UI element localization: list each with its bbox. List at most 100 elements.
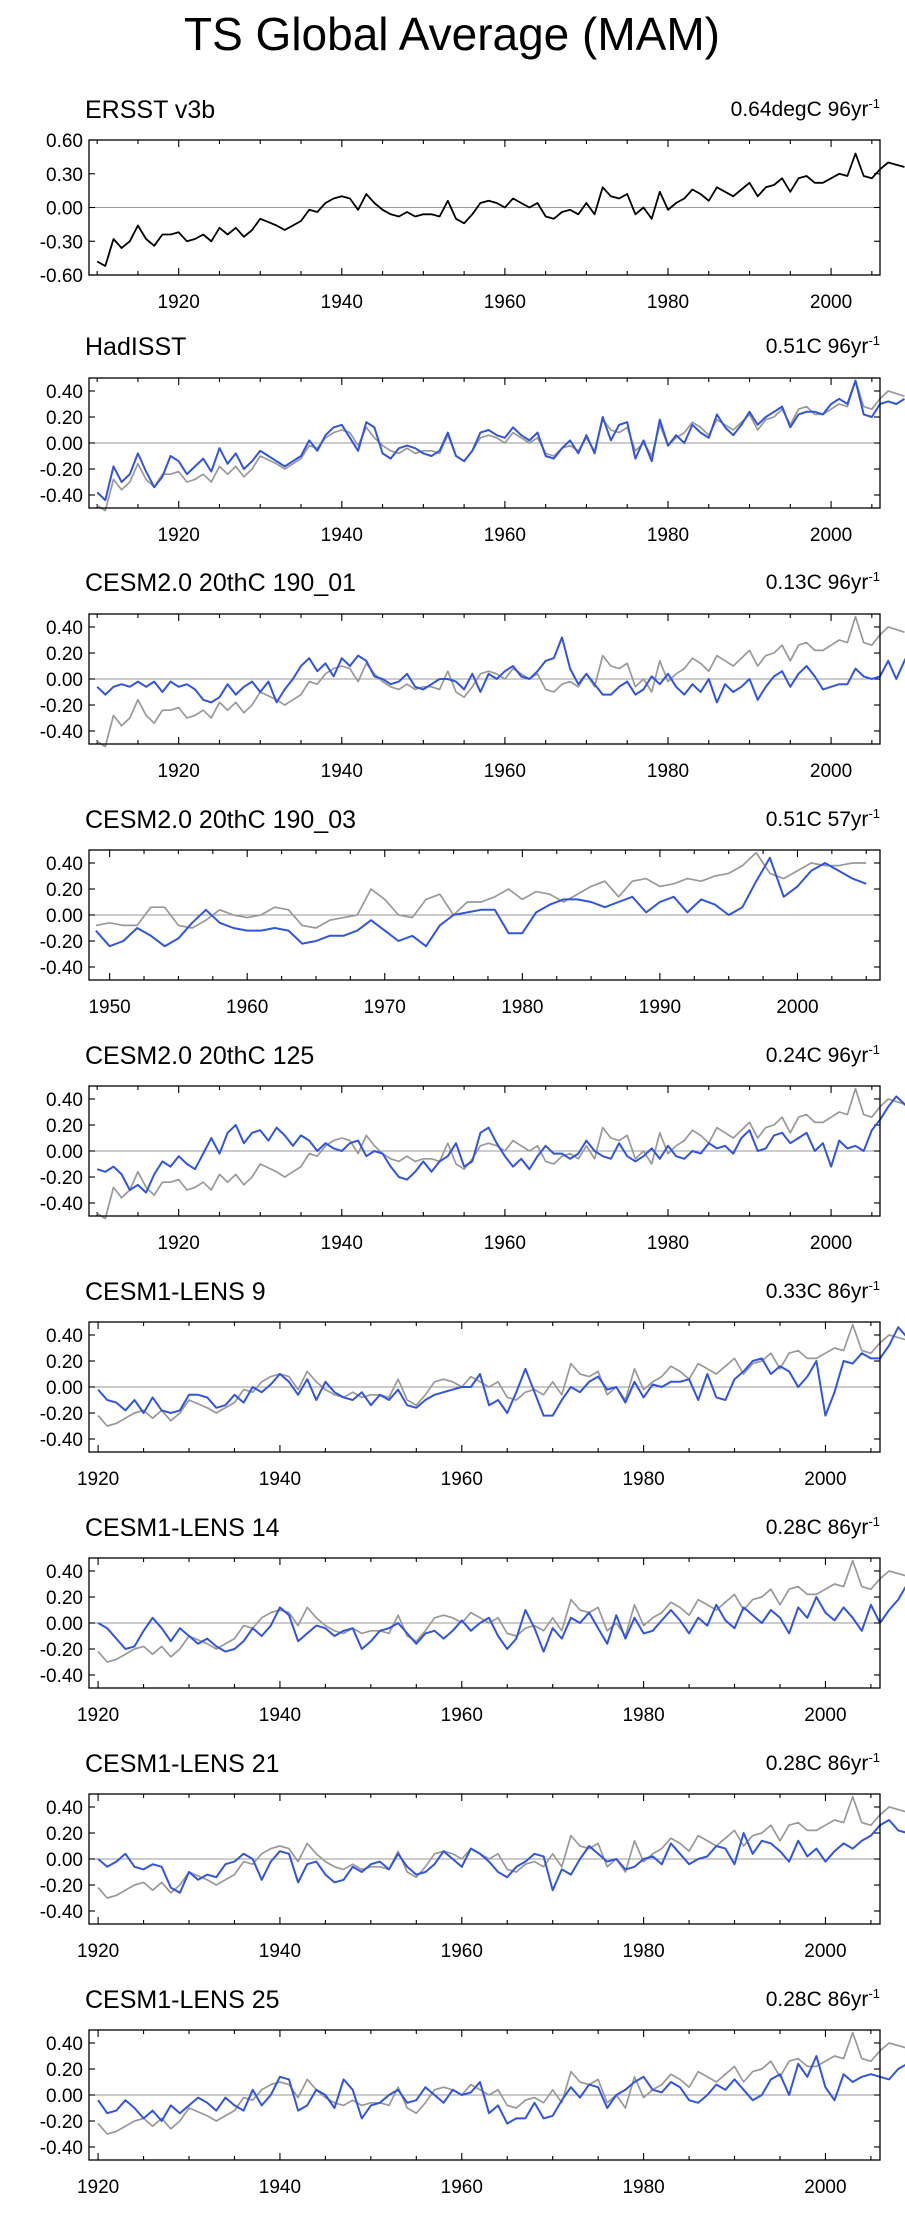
panel-4: CESM2.0 20thC 190_03 0.51C 57yr-1 -0.40 -0.… bbox=[40, 806, 881, 1018]
y-tick-label: -0.40 bbox=[40, 486, 83, 507]
panel-1: ERSST v3b 0.64degC 96yr-1 -0.60 -0.30 0.00 0.… bbox=[40, 96, 905, 313]
series-line-model bbox=[96, 1095, 905, 1194]
panel-2: HadISST 0.51C 96yr-1 -0.40 -0.20 0.00 0.20 0.4… bbox=[40, 333, 905, 546]
x-tick-label: 1980 bbox=[622, 1941, 664, 1962]
y-tick-label: -0.60 bbox=[40, 266, 83, 287]
series-line-model bbox=[97, 1819, 905, 1894]
y-tick-label: 0.00 bbox=[46, 2086, 83, 2107]
y-tick-label: -0.20 bbox=[40, 1640, 83, 1661]
series-line-model bbox=[96, 379, 905, 502]
panel-title: CESM1-LENS 21 bbox=[85, 1750, 280, 1778]
series-line-reference bbox=[96, 615, 905, 748]
x-tick-label: 1940 bbox=[259, 2177, 301, 2198]
y-tick-label: 0.40 bbox=[46, 382, 83, 403]
plot-frame bbox=[88, 1085, 881, 1217]
x-tick-label: 2000 bbox=[810, 761, 852, 782]
trend-exponent: -1 bbox=[868, 1986, 880, 2001]
y-tick-label: 0.00 bbox=[46, 1142, 83, 1163]
trend-label: 0.64degC 96yr-1 bbox=[731, 96, 880, 121]
panel-title: CESM2.0 20thC 190_01 bbox=[85, 569, 356, 597]
x-tick-label: 1960 bbox=[484, 1233, 526, 1254]
series-line-model bbox=[97, 1326, 905, 1417]
panel-9: CESM1-LENS 25 0.28C 86yr-1 -0.40 -0.20 0.00 0… bbox=[40, 1986, 905, 2198]
y-tick-label: -0.30 bbox=[40, 232, 83, 253]
figure-title: TS Global Average (MAM) bbox=[184, 8, 720, 60]
trend-label: 0.51C 57yr-1 bbox=[766, 806, 880, 831]
x-tick-label: 1920 bbox=[158, 525, 200, 546]
y-tick-label: 0.60 bbox=[46, 131, 83, 152]
x-tick-label: 1940 bbox=[321, 761, 363, 782]
y-tick-label: 0.00 bbox=[46, 434, 83, 455]
y-tick-label: 0.00 bbox=[46, 670, 83, 691]
y-tick-label: 0.40 bbox=[46, 618, 83, 639]
y-tick-label: 0.40 bbox=[46, 1326, 83, 1347]
series-line-reference bbox=[97, 1795, 905, 1899]
plot-frame bbox=[88, 1321, 881, 1453]
x-tick-label: 2000 bbox=[804, 2177, 846, 2198]
plot-frame bbox=[88, 613, 881, 745]
y-tick-label: 0.40 bbox=[46, 1798, 83, 1819]
series-line-model bbox=[97, 1585, 905, 1653]
x-tick-label: 1980 bbox=[647, 292, 689, 313]
panel-8: CESM1-LENS 21 0.28C 86yr-1 -0.40 -0.20 0.00 0… bbox=[40, 1750, 905, 1962]
x-tick-label: 1980 bbox=[647, 1233, 689, 1254]
x-tick-label: 1920 bbox=[77, 2177, 119, 2198]
trend-exponent: -1 bbox=[868, 333, 880, 348]
y-tick-label: 0.20 bbox=[46, 1588, 83, 1609]
plot-frame bbox=[88, 1557, 881, 1689]
y-tick-label: 0.40 bbox=[46, 1562, 83, 1583]
trend-value: 0.51C 96yr bbox=[766, 335, 869, 358]
y-tick-label: 0.40 bbox=[46, 854, 83, 875]
trend-exponent: -1 bbox=[868, 569, 880, 584]
y-tick-label: -0.40 bbox=[40, 1430, 83, 1451]
trend-value: 0.51C 57yr bbox=[766, 808, 869, 831]
y-tick-label: -0.40 bbox=[40, 722, 83, 743]
y-tick-label: 0.20 bbox=[46, 408, 83, 429]
x-tick-label: 2000 bbox=[810, 525, 852, 546]
x-tick-label: 1920 bbox=[77, 1469, 119, 1490]
x-tick-label: 1980 bbox=[647, 525, 689, 546]
x-tick-label: 1960 bbox=[441, 1705, 483, 1726]
series-line-reference bbox=[96, 379, 905, 512]
x-tick-label: 1950 bbox=[88, 997, 130, 1018]
series-line-reference bbox=[96, 1087, 905, 1220]
trend-exponent: -1 bbox=[868, 806, 880, 821]
y-tick-label: 0.00 bbox=[46, 1378, 83, 1399]
x-tick-label: 1960 bbox=[484, 761, 526, 782]
x-tick-label: 2000 bbox=[804, 1705, 846, 1726]
x-tick-label: 1940 bbox=[321, 525, 363, 546]
y-tick-label: -0.40 bbox=[40, 2138, 83, 2159]
x-tick-label: 1980 bbox=[622, 2177, 664, 2198]
y-tick-label: 0.20 bbox=[46, 880, 83, 901]
series-line-reference bbox=[97, 2031, 905, 2135]
panel-3: CESM2.0 20thC 190_01 0.13C 96yr-1 -0.40 -0.… bbox=[40, 569, 905, 782]
y-tick-label: 0.30 bbox=[46, 165, 83, 186]
plot-frame bbox=[88, 377, 881, 509]
panel-title: CESM1-LENS 25 bbox=[85, 1986, 280, 2014]
y-tick-label: 0.00 bbox=[46, 1850, 83, 1871]
y-tick-label: 0.00 bbox=[46, 199, 83, 220]
trend-label: 0.24C 96yr-1 bbox=[766, 1042, 880, 1067]
x-tick-label: 1960 bbox=[484, 525, 526, 546]
y-tick-label: 0.00 bbox=[46, 1614, 83, 1635]
x-tick-label: 1960 bbox=[441, 1941, 483, 1962]
trend-exponent: -1 bbox=[868, 1514, 880, 1529]
panel-title: CESM1-LENS 14 bbox=[85, 1514, 280, 1542]
panel-title: ERSST v3b bbox=[85, 96, 215, 124]
x-tick-label: 1960 bbox=[484, 292, 526, 313]
panel-title: HadISST bbox=[85, 333, 186, 361]
panel-title: CESM1-LENS 9 bbox=[85, 1278, 266, 1306]
x-tick-label: 1940 bbox=[259, 1941, 301, 1962]
y-tick-label: -0.40 bbox=[40, 958, 83, 979]
x-tick-label: 1940 bbox=[259, 1705, 301, 1726]
y-tick-label: -0.40 bbox=[40, 1666, 83, 1687]
x-tick-label: 2000 bbox=[804, 1941, 846, 1962]
x-tick-label: 1920 bbox=[158, 761, 200, 782]
trend-label: 0.28C 86yr-1 bbox=[766, 1514, 880, 1539]
x-tick-label: 1920 bbox=[77, 1941, 119, 1962]
y-tick-label: 0.40 bbox=[46, 1090, 83, 1111]
x-tick-label: 1940 bbox=[259, 1469, 301, 1490]
y-tick-label: -0.20 bbox=[40, 2112, 83, 2133]
x-tick-label: 2000 bbox=[776, 997, 818, 1018]
